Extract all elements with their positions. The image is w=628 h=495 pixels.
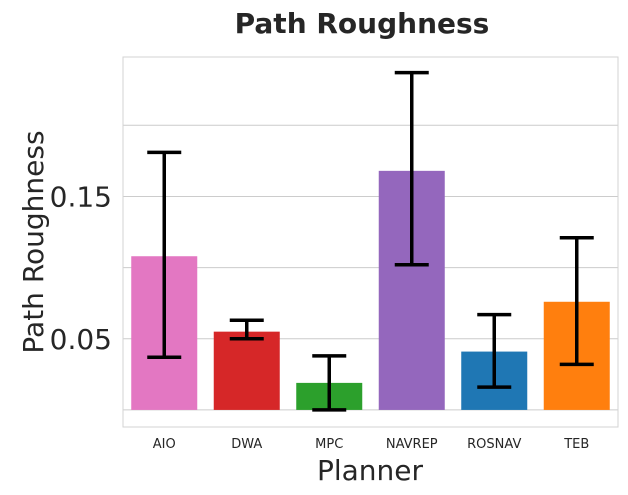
ytick-label: 0.05 [50, 323, 112, 356]
ytick-label: 0.15 [50, 180, 112, 213]
bar-layer [131, 170, 610, 410]
errorbar-dwa [229, 318, 264, 341]
chart-title: Path Roughness [235, 7, 490, 40]
bar-dwa [213, 331, 280, 410]
xtick-label: AIO [153, 437, 176, 452]
errorbar-teb [559, 235, 594, 367]
xtick-label: DWA [231, 437, 262, 452]
grid-layer [123, 124, 618, 411]
errorbar-aio [147, 150, 182, 360]
y-axis-label: Path Roughness [17, 130, 50, 353]
xtick-layer: AIO DWA MPC NAVREP ROSNAV TEB [153, 437, 590, 452]
ytick-layer: 0.15 0.05 [50, 180, 112, 355]
xtick-label: NAVREP [386, 437, 438, 452]
xtick-label: MPC [315, 437, 343, 452]
x-axis-label: Planner [317, 454, 424, 487]
plot-frame [122, 56, 619, 428]
xtick-label: TEB [563, 437, 589, 452]
errorbar-rosnav [477, 312, 512, 389]
errorbar-mpc [312, 354, 347, 412]
error-layer [147, 70, 594, 412]
xtick-label: ROSNAV [467, 437, 521, 452]
errorbar-navrep [394, 70, 429, 267]
